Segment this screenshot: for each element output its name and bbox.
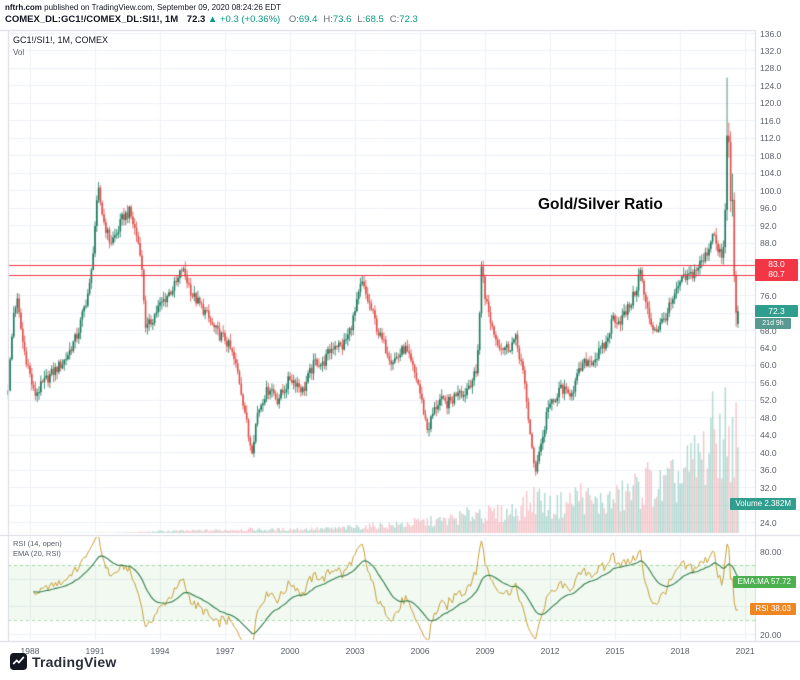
rsi-legend-line2[interactable]: EMA (20, RSI)	[13, 549, 61, 558]
volume-value-badge: Volume 2.382M	[730, 498, 796, 510]
rsi-axis-label: 20.00	[760, 629, 782, 640]
time-axis-label: 2009	[475, 646, 495, 656]
price-axis-label: 24.0	[760, 517, 777, 528]
symbol-header: COMEX_DL:GC1!/COMEX_DL:SI1!, 1M 72.3 ▲ +…	[5, 14, 418, 25]
volume-badge-value: 2.382M	[764, 499, 791, 508]
time-axis-label: 1988	[20, 646, 40, 656]
rsi-axis-label: 80.00	[760, 546, 782, 557]
price-axis-label: 104.0	[760, 168, 782, 179]
publish-text: published on TradingView.com, September …	[44, 3, 282, 12]
ohlc-value: 73.6	[332, 14, 352, 25]
rsi-value-badge: RSI 38.03	[750, 603, 796, 616]
time-axis-label: 2006	[410, 646, 430, 656]
time-axis-label: 1991	[85, 646, 105, 656]
ema-value-badge: EMA:MA 57.72	[732, 575, 796, 588]
ohlc-label: L:	[357, 14, 366, 25]
price-axis-label: 76.0	[760, 290, 777, 301]
price-change: +0.3 (+0.36%)	[219, 14, 281, 25]
rsi-badge-value: 38.03	[770, 604, 791, 614]
ohlc-values: O:69.4 H:73.6 L:68.5 C:72.3	[283, 14, 418, 25]
ohlc-label: H:	[323, 14, 333, 25]
price-axis-label: 64.0	[760, 342, 777, 353]
price-axis-label: 60.0	[760, 360, 777, 371]
ohlc-label: C:	[389, 14, 400, 25]
price-axis-label: 132.0	[760, 45, 782, 56]
time-axis-label: 2000	[280, 646, 300, 656]
volume-legend[interactable]: Vol	[13, 48, 25, 57]
time-axis-label: 2003	[345, 646, 365, 656]
price-axis-label: 32.0	[760, 482, 777, 493]
price-axis-label: 68.0	[760, 325, 777, 336]
price-axis-label: 56.0	[760, 377, 777, 388]
price-axis-label: 48.0	[760, 412, 777, 423]
price-axis-label: 96.0	[760, 203, 777, 214]
rsi-legend-line1[interactable]: RSI (14, open)	[13, 539, 62, 548]
time-axis-label: 2018	[670, 646, 690, 656]
price-axis-label: 128.0	[760, 63, 782, 74]
pane-legend: GC1!/SI1!, 1M, COMEX Vol	[13, 35, 108, 57]
ema-badge-label: EMA:MA	[737, 576, 769, 586]
tradingview-logo-icon	[10, 653, 27, 670]
site-name: nftrh.com	[5, 3, 42, 12]
last-price-badge: 72.3	[755, 305, 798, 318]
price-axis-label: 116.0	[760, 115, 781, 126]
symbol-title[interactable]: COMEX_DL:GC1!/COMEX_DL:SI1!, 1M	[5, 14, 179, 25]
volume-badge-label: Volume	[735, 499, 763, 508]
price-axis-label: 124.0	[760, 80, 782, 91]
price-axis-label: 44.0	[760, 430, 777, 441]
change-arrow-icon: ▲	[207, 14, 218, 25]
price-axis-label: 92.0	[760, 220, 777, 231]
alert-line-badge-83[interactable]: 83.0	[755, 258, 798, 271]
last-price: 72.3	[186, 14, 206, 25]
time-axis-label: 2012	[540, 646, 560, 656]
time-axis-label: 1997	[215, 646, 235, 656]
price-axis-label: 36.0	[760, 465, 777, 476]
rsi-badge-label: RSI	[755, 604, 769, 614]
price-axis-label: 88.0	[760, 238, 777, 249]
price-axis-label: 136.0	[760, 28, 782, 39]
ohlc-value: 69.4	[298, 14, 318, 25]
price-axis-label: 40.0	[760, 447, 777, 458]
ohlc-value: 68.5	[365, 14, 384, 25]
alert-line-badge-80-7[interactable]: 80.7	[755, 268, 798, 281]
chart-annotation: Gold/Silver Ratio	[538, 196, 663, 213]
ema-badge-value: 57.72	[770, 576, 791, 586]
tradingview-wordmark: TradingView	[32, 653, 117, 670]
price-axis-label: 120.0	[760, 98, 782, 109]
ohlc-label: O:	[288, 14, 299, 25]
time-axis-label: 2021	[735, 646, 755, 656]
price-axis-label: 52.0	[760, 395, 777, 406]
time-axis-label: 2015	[605, 646, 625, 656]
rsi-pane-legend: RSI (14, open) EMA (20, RSI)	[13, 539, 62, 559]
price-axis-label: 100.0	[760, 185, 782, 196]
tradingview-logo[interactable]: TradingView	[10, 653, 116, 670]
symbol-legend[interactable]: GC1!/SI1!, 1M, COMEX	[13, 35, 109, 45]
time-axis-label: 1994	[150, 646, 170, 656]
price-axis-label: 108.0	[760, 150, 782, 161]
publish-info: nftrh.com published on TradingView.com, …	[5, 3, 281, 12]
price-axis-label: 112.0	[760, 133, 781, 144]
ohlc-value: 72.3	[399, 14, 418, 25]
bar-countdown-badge: 21d 9h	[755, 318, 791, 330]
